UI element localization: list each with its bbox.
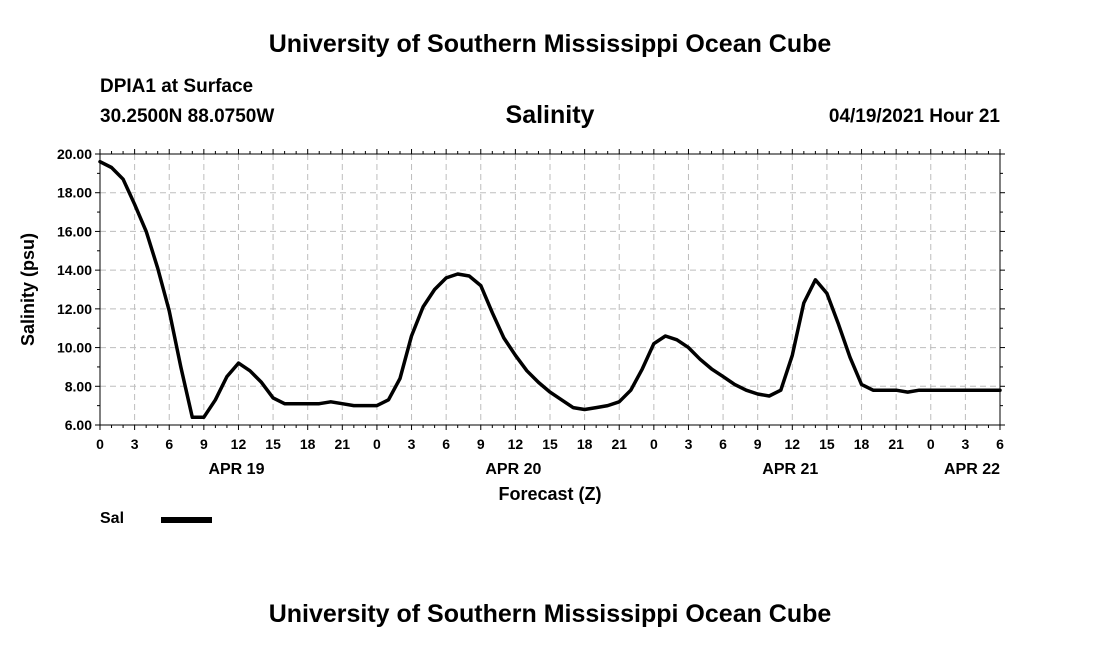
- x-tick-label: 0: [927, 436, 935, 452]
- x-tick-label: 0: [373, 436, 381, 452]
- x-tick-label: 15: [265, 436, 281, 452]
- footer-title: University of Southern Mississippi Ocean…: [268, 600, 832, 628]
- x-tick-label: 6: [996, 436, 1004, 452]
- day-label: APR 22: [944, 461, 1000, 478]
- x-tick-label: 3: [408, 436, 416, 452]
- x-tick-label: 18: [300, 436, 316, 452]
- y-tick-label: 20.00: [57, 146, 92, 162]
- y-tick-label: 16.00: [57, 223, 92, 239]
- x-tick-label: 12: [231, 436, 247, 452]
- x-tick-label: 21: [335, 436, 351, 452]
- x-tick-label: 21: [888, 436, 904, 452]
- x-tick-label: 15: [542, 436, 558, 452]
- day-label: APR 20: [485, 461, 541, 478]
- page-title: University of Southern Mississippi Ocean…: [268, 30, 832, 58]
- y-tick-label: 12.00: [57, 301, 92, 317]
- y-tick-label: 18.00: [57, 185, 92, 201]
- y-tick-label: 8.00: [65, 378, 92, 394]
- station-coordinates: 30.2500N 88.0750W: [100, 106, 275, 127]
- station-label: DPIA1 at Surface: [100, 76, 254, 97]
- y-tick-label: 14.00: [57, 262, 92, 278]
- x-tick-label: 12: [508, 436, 524, 452]
- day-label: APR 19: [208, 461, 264, 478]
- x-tick-label: 21: [611, 436, 627, 452]
- x-tick-label: 9: [200, 436, 208, 452]
- x-tick-label: 9: [477, 436, 485, 452]
- legend-label: Sal: [100, 510, 125, 527]
- x-tick-label: 6: [719, 436, 727, 452]
- x-tick-label: 3: [685, 436, 693, 452]
- chart-title: Salinity: [505, 101, 595, 129]
- y-tick-label: 10.00: [57, 340, 92, 356]
- x-tick-label: 9: [754, 436, 762, 452]
- x-tick-label: 18: [577, 436, 593, 452]
- x-tick-label: 0: [650, 436, 658, 452]
- y-tick-label: 6.00: [65, 417, 92, 433]
- x-tick-label: 3: [961, 436, 969, 452]
- legend-swatch: [161, 517, 212, 523]
- forecast-datetime: 04/19/2021 Hour 21: [828, 106, 1000, 127]
- day-label: APR 21: [762, 461, 818, 478]
- x-tick-label: 0: [96, 436, 104, 452]
- x-tick-label: 6: [165, 436, 173, 452]
- x-axis-label: Forecast (Z): [498, 484, 601, 504]
- x-tick-label: 12: [785, 436, 801, 452]
- x-tick-label: 6: [442, 436, 450, 452]
- x-tick-label: 15: [819, 436, 835, 452]
- x-tick-label: 3: [131, 436, 139, 452]
- y-axis-label: Salinity (psu): [18, 233, 38, 346]
- x-tick-label: 18: [854, 436, 870, 452]
- series-line-sal: [98, 159, 1002, 420]
